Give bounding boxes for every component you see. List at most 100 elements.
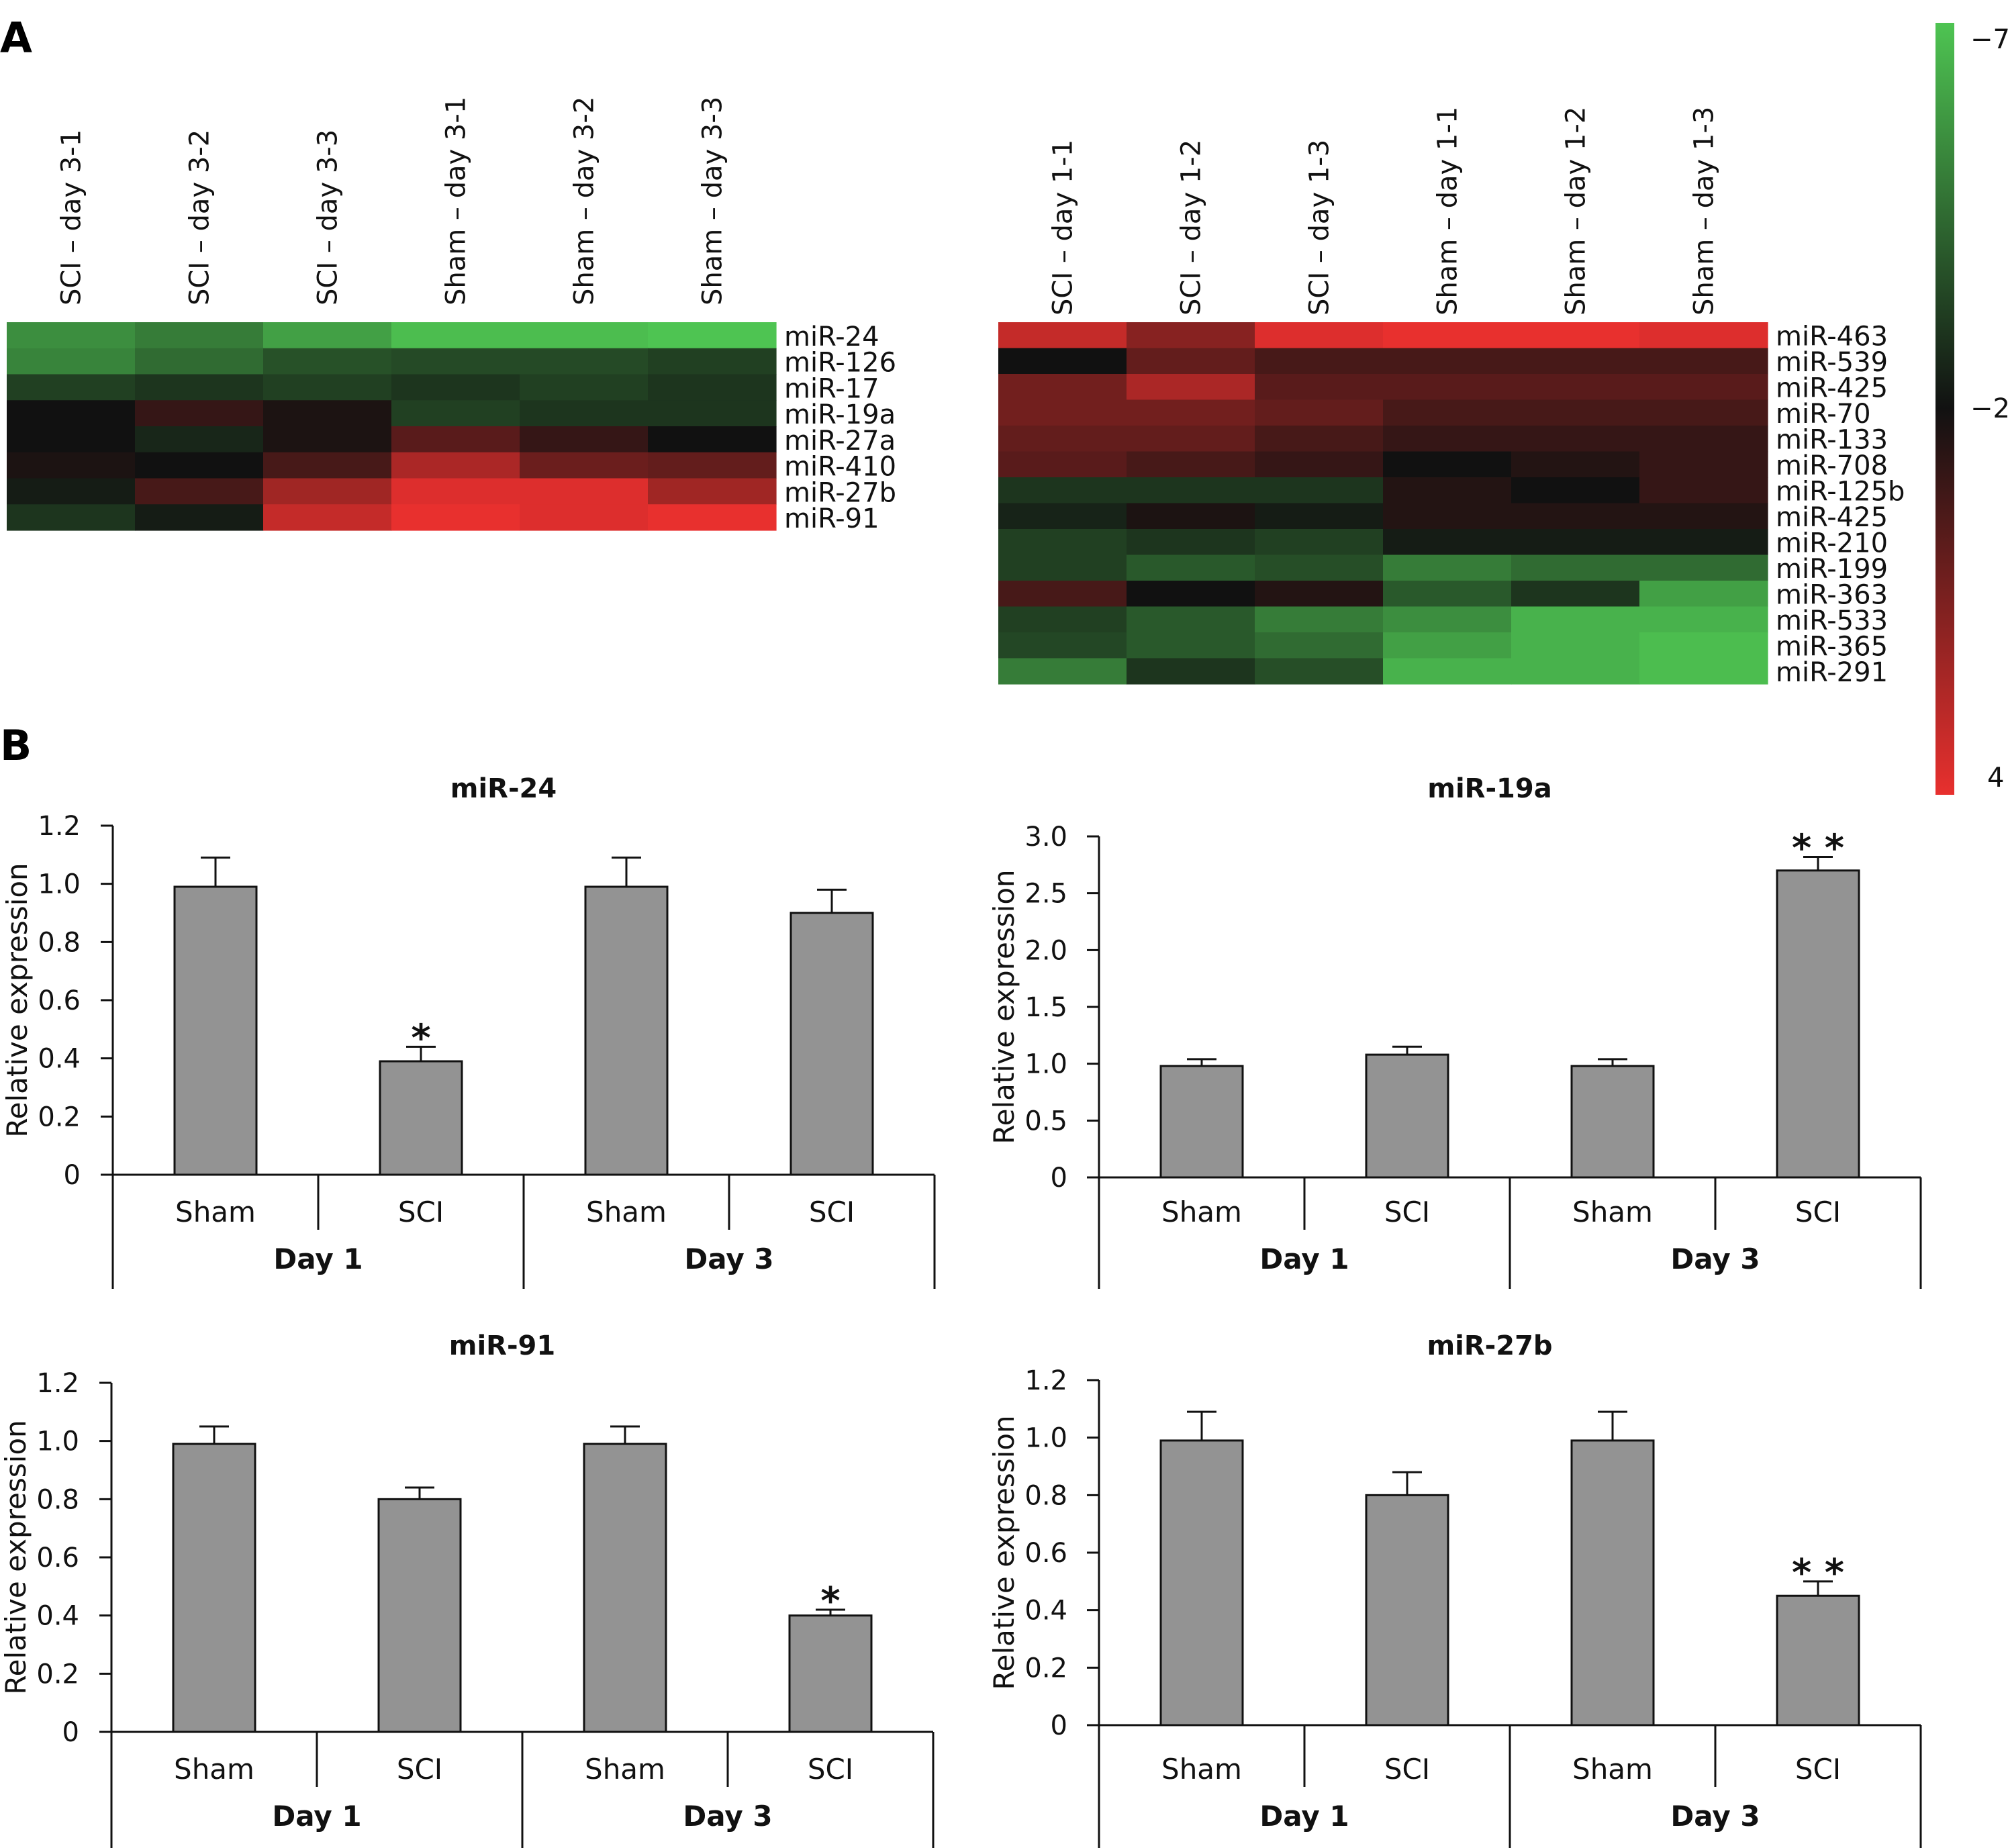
- heatmap-cell: [1511, 503, 1640, 530]
- bar: [1365, 1053, 1449, 1179]
- heatmap-cell: [1127, 374, 1255, 401]
- category-label: Sham: [174, 1753, 254, 1786]
- heatmap-row-label: miR-365: [1776, 632, 1888, 663]
- heatmap-column-label: SCI – day 1-2: [1176, 140, 1207, 315]
- group-label: Day 3: [1670, 1243, 1760, 1275]
- bar: [583, 1443, 667, 1733]
- heatmap-cell: [1639, 632, 1768, 659]
- heatmap-cell: [1511, 399, 1640, 426]
- heatmap-cell: [1511, 477, 1640, 504]
- y-tick-label: 0.6: [36, 1543, 79, 1573]
- bar: [1570, 1065, 1655, 1179]
- heatmap-row-label: miR-463: [1776, 322, 1888, 352]
- heatmap-cell: [998, 503, 1127, 530]
- heatmap-row-label: miR-539: [1776, 347, 1888, 378]
- heatmap-cell: [263, 400, 392, 427]
- color-scale-gradient: [1935, 23, 1954, 795]
- heatmap-row-label: miR-363: [1776, 580, 1888, 611]
- heatmap-cell: [998, 374, 1127, 401]
- heatmap-cell: [1639, 451, 1768, 478]
- heatmap-cell: [648, 452, 777, 479]
- y-tick-label: 0.2: [1024, 1653, 1067, 1684]
- heatmap-cell: [1127, 348, 1255, 375]
- bar: [1159, 1065, 1244, 1179]
- y-tick-label: 0: [1051, 1710, 1067, 1741]
- heatmap-cell: [391, 426, 520, 453]
- category-label: Sham: [175, 1196, 256, 1228]
- heatmap-row-label: miR-27a: [784, 426, 896, 456]
- bar: [173, 885, 258, 1176]
- y-tick-label: 1.2: [1024, 1365, 1067, 1396]
- heatmap-cell: [1255, 529, 1384, 556]
- heatmap-cell: [1255, 451, 1384, 478]
- heatmap-cell: [1511, 581, 1640, 607]
- heatmap-column-label: SCI – day 1-1: [1048, 140, 1079, 315]
- heatmap-cell: [1255, 399, 1384, 426]
- heatmap-column-label: Sham – day 3-3: [698, 97, 728, 305]
- bar-chart-mir-19a: miR-19a Relative expression 0 0.5 1.0 1.5 2.0 2…: [988, 773, 1922, 1289]
- heatmap-cell: [520, 478, 649, 505]
- heatmap-row-label: miR-17: [784, 373, 879, 404]
- y-tick-label: 0.4: [1024, 1596, 1067, 1626]
- bar: [379, 1060, 463, 1176]
- heatmap-row-label: miR-425: [1776, 502, 1888, 533]
- heatmap-cell: [1127, 322, 1255, 349]
- heatmap-cell: [263, 348, 392, 375]
- category-label: Sham: [1161, 1753, 1242, 1786]
- y-tick-label: 0.8: [1024, 1480, 1067, 1511]
- y-tick-label: 0.4: [38, 1044, 81, 1075]
- heatmap-cell: [1511, 632, 1640, 659]
- color-scale-bar: −7 −2 4: [1935, 23, 2008, 795]
- y-tick-label: 0.2: [36, 1659, 79, 1690]
- y-axis-label: Relative expression: [1, 863, 34, 1137]
- bar: [172, 1443, 256, 1733]
- heatmap-row-label: miR-70: [1776, 399, 1871, 430]
- category-label: SCI: [1384, 1196, 1430, 1228]
- heatmap-cell: [1127, 503, 1255, 530]
- heatmap-column-label: SCI – day 3-3: [313, 130, 344, 305]
- heatmap-cell: [648, 400, 777, 427]
- heatmap-cell: [648, 348, 777, 375]
- heatmap-cell: [998, 529, 1127, 556]
- heatmap-cell: [998, 348, 1127, 375]
- heatmap-cell: [1255, 348, 1384, 375]
- heatmap-row-label: miR-425: [1776, 373, 1888, 404]
- heatmap-cell: [7, 322, 136, 349]
- heatmap-row-label: miR-125b: [1776, 477, 1905, 507]
- group-label: Day 1: [272, 1800, 361, 1833]
- category-label: SCI: [808, 1753, 853, 1786]
- y-tick-label: 0.5: [1024, 1106, 1067, 1136]
- category-label: Sham: [585, 1753, 665, 1786]
- heatmap-row-label: miR-24: [784, 322, 879, 352]
- heatmap-column-label: Sham – day 3-2: [569, 97, 600, 305]
- color-scale-min-label: 4: [1987, 763, 2004, 793]
- bar-chart-mir-91: miR-91 Relative expression 0 0.2 0.4 0.6 0.8 1.…: [0, 1330, 935, 1848]
- heatmap-cell: [1383, 451, 1512, 478]
- heatmap-cell: [391, 478, 520, 505]
- chart-title: miR-27b: [1427, 1330, 1552, 1361]
- heatmap-day1: SCI – day 1-1 SCI – day 1-2 SCI – day 1-3 S…: [998, 107, 1905, 688]
- heatmap-cell: [998, 581, 1127, 607]
- bar: [1159, 1439, 1244, 1727]
- heatmap-cell: [1383, 581, 1512, 607]
- heatmap-cell: [1127, 399, 1255, 426]
- group-label: Day 1: [1259, 1800, 1349, 1833]
- heatmap-cell: [1127, 606, 1255, 633]
- category-label: SCI: [1795, 1196, 1841, 1228]
- heatmap-cell: [998, 554, 1127, 581]
- heatmap-cell: [648, 504, 777, 531]
- heatmap-column-label: Sham – day 1-2: [1561, 107, 1592, 315]
- heatmap-cell: [7, 452, 136, 479]
- heatmap-cell: [263, 322, 392, 349]
- chart-title: miR-91: [449, 1330, 555, 1361]
- heatmap-cell: [1639, 426, 1768, 452]
- chart-title: miR-24: [450, 773, 557, 804]
- heatmap-cell: [135, 504, 264, 531]
- group-label: Day 3: [683, 1800, 772, 1833]
- heatmap-cell: [648, 426, 777, 453]
- y-tick-label: 3.0: [1024, 822, 1067, 853]
- y-axis-label: Relative expression: [988, 869, 1020, 1144]
- bar-chart-mir-27b: miR-27b Relative expression 0 0.2 0.4 0.6 0.8 1…: [988, 1330, 1922, 1848]
- category-label: SCI: [398, 1196, 444, 1228]
- heatmap-row-label: miR-533: [1776, 605, 1888, 636]
